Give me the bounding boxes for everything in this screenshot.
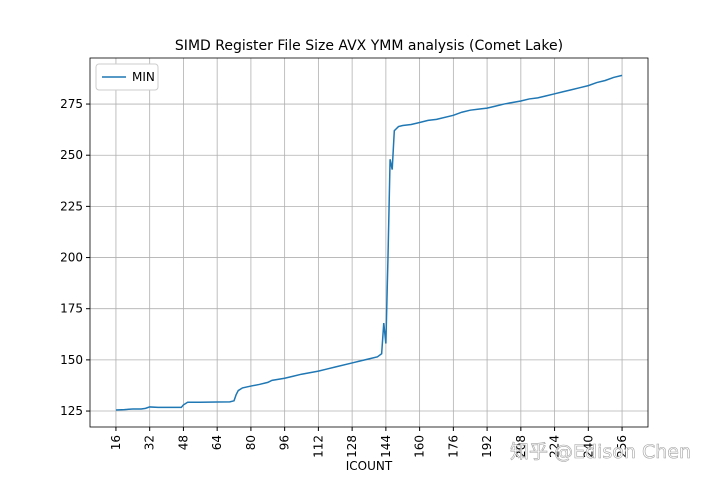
watermark: 知乎 @Edison Chen: [510, 441, 691, 463]
x-tick-label: 80: [244, 435, 258, 450]
legend: MIN: [95, 63, 159, 91]
y-tick-label: 200: [60, 251, 83, 265]
x-tick-label: 224: [548, 435, 562, 458]
x-tick-label: 112: [311, 435, 325, 458]
x-tick-label: 176: [446, 435, 460, 458]
x-tick-label: 192: [480, 435, 494, 458]
y-tick-label: 225: [60, 199, 83, 213]
x-tick-label: 208: [514, 435, 528, 458]
x-tick-label: 128: [345, 435, 359, 458]
y-tick-label: 250: [60, 148, 83, 162]
x-axis-label: ICOUNT: [346, 459, 393, 473]
x-tick-label: 144: [379, 435, 393, 458]
x-tick-label: 160: [413, 435, 427, 458]
data-line: [115, 74, 623, 411]
x-tick-label: 48: [176, 435, 190, 450]
x-tick-label: 32: [143, 435, 157, 450]
x-tick-label: 240: [581, 435, 595, 458]
legend-box: [95, 63, 159, 91]
x-tick-label: 16: [109, 435, 123, 450]
y-tick-label: 175: [60, 302, 83, 316]
x-tick-label: 64: [210, 435, 224, 450]
y-tick-label: 150: [60, 353, 83, 367]
plot-frame: [89, 57, 649, 428]
y-tick-label: 125: [60, 404, 83, 418]
x-tick-label: 96: [278, 435, 292, 450]
legend-label: MIN: [132, 70, 155, 84]
x-tick-label: 256: [615, 435, 629, 458]
chart-title: SIMD Register File Size AVX YMM analysis…: [175, 38, 563, 54]
y-tick-label: 275: [60, 97, 83, 111]
